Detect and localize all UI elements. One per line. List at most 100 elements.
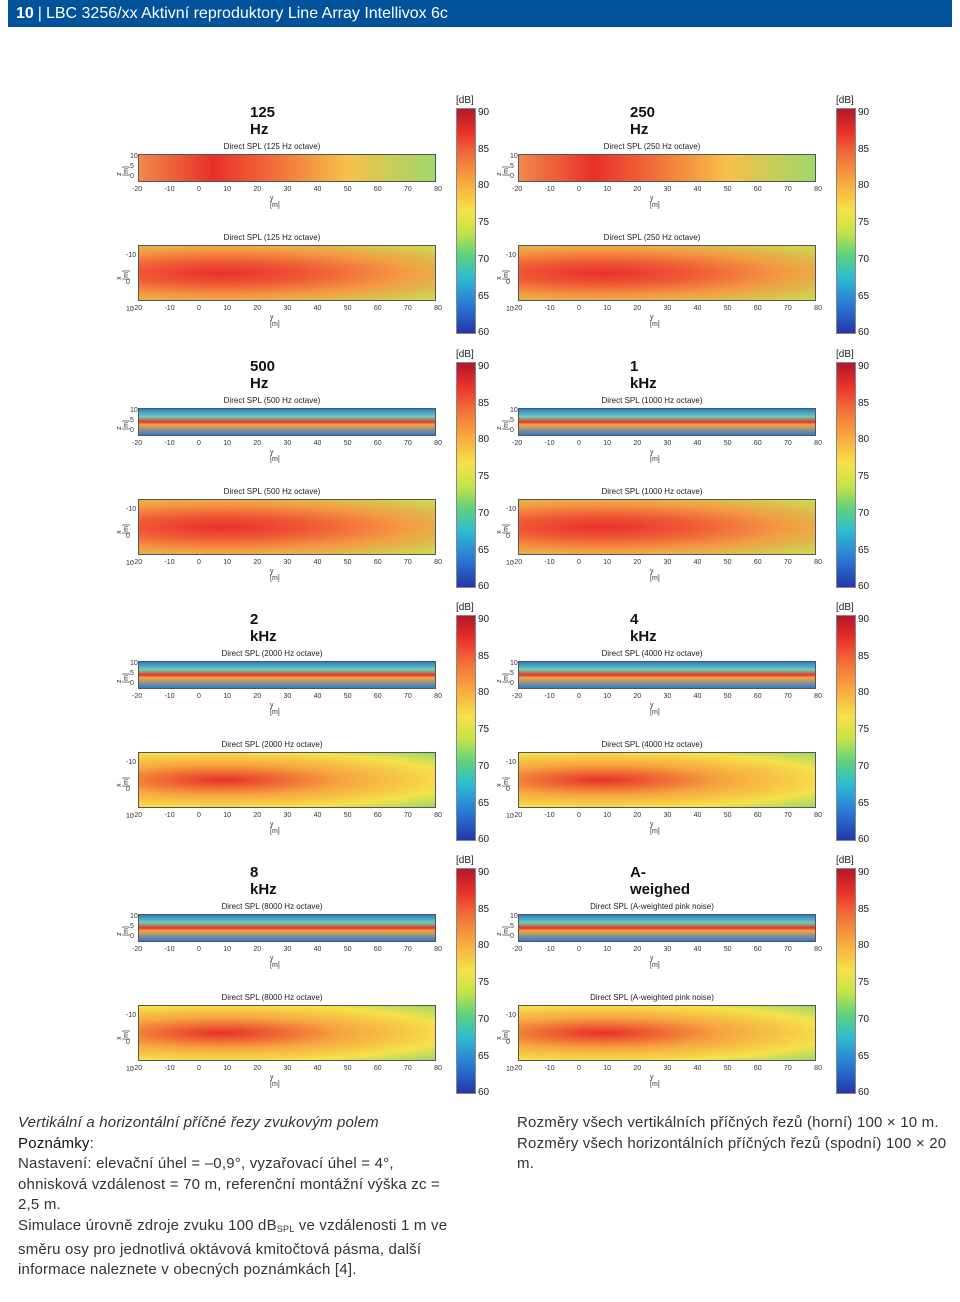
z-tick-label: 5	[510, 923, 514, 930]
y-tick-label: 60	[753, 812, 762, 819]
z-tick-label: 10	[510, 153, 518, 160]
y-tick-label: 80	[434, 559, 442, 566]
y-tick-label: -10	[164, 440, 175, 447]
vertical-section-heatmap	[138, 914, 436, 942]
y-tick-label: 70	[404, 559, 412, 566]
vertical-section-heatmap	[518, 154, 816, 182]
y-axis-label: y [m]	[650, 449, 660, 463]
vertical-section-heatmap	[518, 661, 816, 689]
y-tick-label: 10	[223, 440, 231, 447]
frequency-title: 1 kHz	[630, 358, 657, 392]
y-tick-label: 10	[223, 693, 231, 700]
colorbar-unit: [dB]	[836, 95, 854, 106]
colorbar-tick-label: 75	[858, 471, 870, 483]
y-tick-label: 60	[753, 1065, 762, 1072]
x-tick-label: 10	[126, 1066, 134, 1073]
y-tick-label: 40	[313, 693, 322, 700]
y-tick-label: 0	[576, 305, 581, 312]
y-tick-label: 30	[283, 186, 292, 193]
y-tick-label: 50	[343, 1065, 352, 1072]
z-tick-label: 0	[510, 680, 514, 687]
z-axis-ticks: 10 5 0	[510, 659, 518, 689]
colorbar-tick-label: 70	[478, 1013, 490, 1025]
y-axis-ticks: -20 -10 0 10 20 30 40 50 60 70 80	[132, 946, 442, 953]
y-tick-label: 80	[814, 812, 822, 819]
y-tick-label: 0	[576, 186, 581, 193]
colorbar-tick-label: 65	[478, 544, 490, 556]
colorbar-tick-label: 90	[858, 107, 870, 118]
y-tick-label: 60	[753, 559, 762, 566]
header-title: LBC 3256/xx Aktivní reproduktory Line Ar…	[45, 5, 448, 22]
y-tick-label: 30	[663, 693, 672, 700]
y-tick-label: 80	[434, 305, 442, 312]
y-tick-label: 80	[434, 812, 442, 819]
frequency-title: 4 kHz	[630, 611, 657, 645]
vertical-section-title: Direct SPL (8000 Hz octave)	[221, 902, 323, 911]
z-tick-label: 0	[130, 173, 134, 180]
x-tick-label: 0	[506, 533, 510, 540]
simulation-note-a: Simulace úrovně zdroje zvuku 100 dB	[18, 1216, 277, 1234]
horizontal-section-heatmap	[518, 245, 816, 301]
y-tick-label: 50	[343, 440, 352, 447]
y-tick-label: -10	[544, 440, 555, 447]
y-tick-label: 20	[253, 186, 262, 193]
y-tick-label: 10	[603, 186, 611, 193]
y-tick-label: 40	[313, 559, 322, 566]
y-tick-label: -10	[544, 305, 555, 312]
colorbar-tick-label: 80	[478, 940, 490, 952]
x-tick-label: 0	[506, 279, 510, 286]
colorbar-tick-label: 90	[478, 614, 490, 625]
y-tick-label: -20	[512, 559, 523, 566]
y-axis-ticks: -20 -10 0 10 20 30 40 50 60 70 80	[512, 305, 822, 312]
colorbar-unit: [dB]	[456, 349, 474, 360]
horizontal-section-title: Direct SPL (4000 Hz octave)	[601, 740, 703, 749]
z-tick-label: 10	[130, 913, 138, 920]
colorbar-tick-label: 85	[478, 903, 490, 915]
colorbar-tick-label: 65	[858, 1050, 870, 1062]
y-tick-label: 0	[576, 693, 581, 700]
y-axis-ticks: -20 -10 0 10 20 30 40 50 60 70 80	[512, 693, 822, 700]
y-tick-label: 50	[723, 305, 732, 312]
y-tick-label: 70	[404, 1065, 412, 1072]
y-tick-label: 30	[283, 812, 292, 819]
y-tick-label: 40	[693, 693, 702, 700]
colorbar-tick-label: 75	[858, 217, 870, 229]
y-tick-label: 40	[693, 186, 702, 193]
z-tick-label: 10	[130, 407, 138, 414]
z-tick-label: 10	[510, 407, 518, 414]
z-axis-label: z [m]	[495, 420, 510, 430]
y-axis-ticks: -20 -10 0 10 20 30 40 50 60 70 80	[132, 186, 442, 193]
y-tick-label: 80	[814, 305, 822, 312]
vertical-section-title: Direct SPL (A-weighted pink noise)	[590, 902, 714, 911]
x-axis-ticks: -10 0 10	[506, 496, 516, 577]
y-tick-label: 80	[434, 440, 442, 447]
colorbar-tick-label: 60	[858, 327, 870, 339]
z-tick-label: 5	[510, 163, 514, 170]
y-tick-label: 70	[784, 946, 792, 953]
z-axis-ticks: 10 5 0	[130, 406, 138, 436]
colorbar-tick-label: 60	[858, 1087, 870, 1099]
y-tick-label: -20	[512, 1065, 523, 1072]
x-tick-label: 10	[506, 813, 514, 820]
y-tick-label: -20	[512, 812, 523, 819]
x-tick-label: 0	[506, 1039, 510, 1046]
y-tick-label: 0	[196, 186, 201, 193]
y-axis-label: y [m]	[650, 821, 660, 835]
colorbar-tick-label: 85	[858, 903, 870, 915]
y-axis-label: y [m]	[270, 314, 280, 328]
y-tick-label: 10	[223, 1065, 231, 1072]
colorbar-unit: [dB]	[836, 349, 854, 360]
y-tick-label: 30	[283, 440, 292, 447]
y-tick-label: 60	[753, 440, 762, 447]
y-tick-label: 40	[313, 305, 322, 312]
y-tick-label: -10	[544, 812, 555, 819]
y-tick-label: 20	[633, 305, 642, 312]
vertical-section-heatmap	[518, 914, 816, 942]
colorbar-tick-label: 60	[478, 1087, 490, 1099]
x-axis-ticks: -10 0 10	[506, 1002, 516, 1083]
horizontal-section-title: Direct SPL (500 Hz octave)	[223, 487, 321, 496]
colorbar-tick-label: 65	[478, 290, 490, 302]
y-tick-label: 60	[753, 693, 762, 700]
simulation-note-sub: SPL	[276, 1223, 295, 1234]
y-tick-label: 40	[693, 946, 702, 953]
